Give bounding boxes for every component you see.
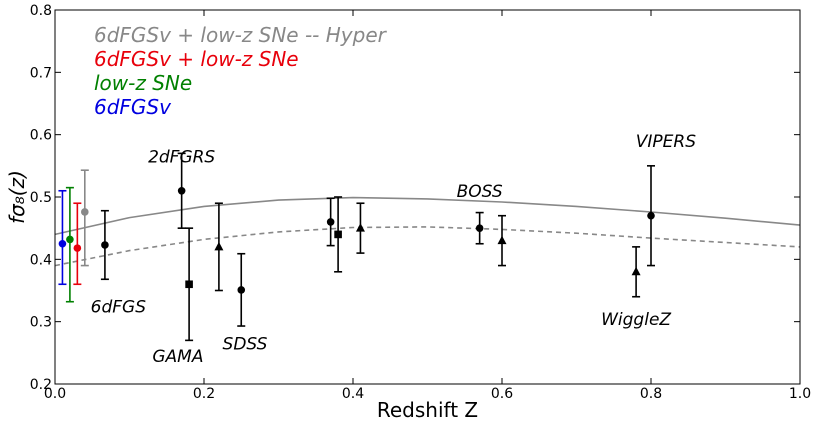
data-point-wigglez <box>631 246 641 298</box>
annotation-2dfgrs: 2dFGRS <box>148 148 215 168</box>
y-tick-label: 0.3 <box>30 315 52 331</box>
annotation-vipers: VIPERS <box>636 132 696 152</box>
circle-marker <box>58 239 67 248</box>
data-point-gama <box>185 227 194 342</box>
data-point-boss <box>326 197 335 247</box>
triangle-marker <box>214 241 224 251</box>
y-tick-label: 0.8 <box>30 3 52 19</box>
circle-marker <box>101 241 109 249</box>
data-point-boss <box>334 196 343 273</box>
survey-annotations: 2dFGRS 6dFGS GAMA SDSS BOSS VIPERS WiggleZ <box>91 132 697 367</box>
model-curve-dashed <box>54 226 801 267</box>
data-point-6dfgsv <box>58 189 67 286</box>
circle-marker <box>326 218 335 226</box>
x-tick-label: 0.0 <box>44 386 66 402</box>
y-axis-label: fσ₈(z) <box>5 170 29 224</box>
data-point-low-z-sne <box>65 186 74 303</box>
x-tick-label: 0.6 <box>491 386 513 402</box>
model-curve-solid <box>54 196 801 236</box>
legend-entry: low-z SNe <box>94 71 192 95</box>
x-tick-label: 0.8 <box>640 386 662 402</box>
model-curves <box>54 196 801 267</box>
legend-entry: 6dFGSv + low-z SNe <box>94 47 299 71</box>
annotation-sdss: SDSS <box>223 335 268 355</box>
x-tick-label: 0.4 <box>342 386 364 402</box>
data-point-boss <box>475 211 484 245</box>
y-tick-label: 0.6 <box>30 128 52 144</box>
annotation-wigglez: WiggleZ <box>601 310 671 330</box>
y-tick-label: 0.7 <box>30 65 52 81</box>
x-axis-label: Redshift Z <box>377 398 478 422</box>
y-tick-label: 0.4 <box>30 252 52 268</box>
annotation-boss: BOSS <box>457 182 503 202</box>
data-point-6dfgsv-low-z-sne-hyper <box>80 169 89 267</box>
circle-marker <box>237 286 246 294</box>
data-point-wigglez <box>497 214 507 267</box>
square-marker <box>334 230 342 239</box>
circle-marker <box>73 244 82 252</box>
square-marker <box>185 280 193 289</box>
axes: 0.0 0.2 0.4 0.6 0.8 1.00.20.30.40.50.60.70.8R… <box>5 3 811 422</box>
x-tick-label: 0.2 <box>193 386 215 402</box>
data-point-6dfgs <box>100 209 109 281</box>
annotation-gama: GAMA <box>152 347 203 367</box>
data-point-6dfgsv-low-z-sne <box>73 202 82 286</box>
data-point-sdss <box>237 252 246 327</box>
legend-entry: 6dFGSv <box>94 95 172 119</box>
circle-marker <box>177 186 186 195</box>
y-tick-label: 0.5 <box>30 190 52 206</box>
data-point-wigglez <box>355 202 365 254</box>
circle-marker <box>66 235 74 244</box>
data-point-gama <box>214 202 224 292</box>
circle-marker <box>81 208 89 216</box>
y-tick-label: 0.2 <box>30 377 52 393</box>
triangle-marker <box>497 235 507 245</box>
circle-marker <box>475 224 484 232</box>
data-point-vipers <box>647 165 655 267</box>
circle-marker <box>647 211 655 220</box>
triangle-marker <box>631 266 641 276</box>
x-tick-label: 1.0 <box>789 386 811 402</box>
annotation-6dfgs: 6dFGS <box>91 297 147 317</box>
triangle-marker <box>355 223 365 232</box>
legend-entry: 6dFGSv + low-z SNe -- Hyper <box>94 23 388 47</box>
data-point-2dfgrs <box>177 152 186 229</box>
data-points <box>58 152 655 342</box>
